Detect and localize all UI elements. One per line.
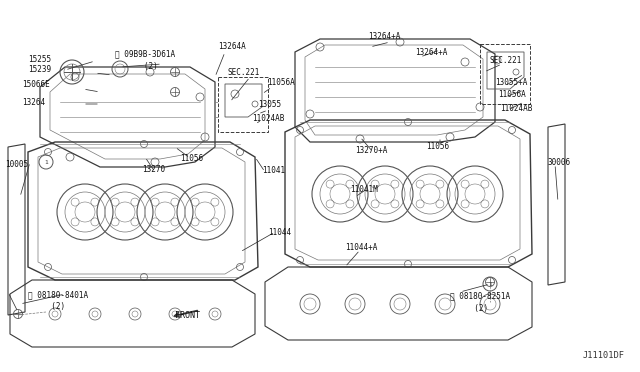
Text: 13055+A: 13055+A (495, 77, 527, 87)
Text: SEC.221: SEC.221 (490, 55, 522, 64)
Text: SEC.221: SEC.221 (228, 67, 260, 77)
Text: 15239: 15239 (28, 64, 51, 74)
Text: FRONT: FRONT (175, 311, 200, 321)
Text: 11056: 11056 (426, 141, 449, 151)
Text: 11044: 11044 (268, 228, 291, 237)
Text: 11041M: 11041M (350, 185, 378, 193)
Text: (2): (2) (130, 61, 157, 71)
Text: 1: 1 (44, 160, 48, 164)
Text: 1: 1 (488, 282, 492, 286)
Text: 13264: 13264 (22, 97, 45, 106)
Text: 13055: 13055 (258, 99, 281, 109)
Text: 11041: 11041 (262, 166, 285, 174)
Text: ① 09B9B-3D61A: ① 09B9B-3D61A (115, 49, 175, 58)
Text: 11056: 11056 (180, 154, 203, 163)
Text: 11056A: 11056A (267, 77, 295, 87)
Text: ① 08180-8251A: ① 08180-8251A (450, 292, 510, 301)
Text: 11024AB: 11024AB (500, 103, 532, 112)
Text: 13264A: 13264A (218, 42, 246, 51)
Text: (2): (2) (465, 304, 488, 312)
Text: 11044+A: 11044+A (345, 243, 378, 251)
Text: 15066E: 15066E (22, 80, 50, 89)
Text: 13270+A: 13270+A (355, 145, 387, 154)
Text: 30006: 30006 (548, 157, 571, 167)
Text: 13264+A: 13264+A (415, 48, 447, 57)
Text: J11101DF: J11101DF (583, 351, 625, 360)
Text: 11024AB: 11024AB (252, 113, 284, 122)
Text: 13264+A: 13264+A (368, 32, 401, 41)
Text: 15255: 15255 (28, 55, 51, 64)
Text: ① 08180-8401A: ① 08180-8401A (28, 291, 88, 299)
Text: (2): (2) (42, 302, 65, 311)
Text: 11056A: 11056A (498, 90, 525, 99)
Text: 13270: 13270 (142, 164, 165, 173)
Text: 10005: 10005 (5, 160, 28, 169)
